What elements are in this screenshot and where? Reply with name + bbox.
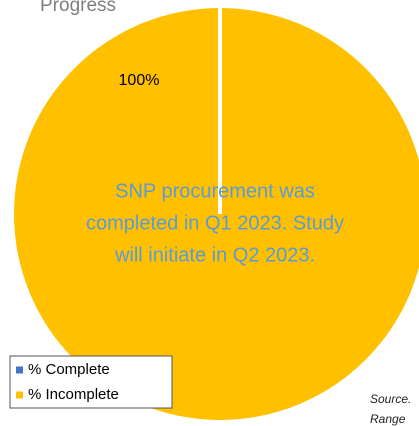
annotation-line: will initiate in Q2 2023.	[114, 244, 315, 266]
pie-slice	[14, 8, 419, 420]
data-label: 100%	[119, 72, 160, 89]
legend-label: % Incomplete	[28, 386, 119, 403]
annotation-line: SNP procurement was	[115, 180, 315, 202]
source-line: Source.	[370, 392, 411, 406]
legend-box	[9, 355, 173, 409]
annotation: SNP procurement was completed in Q1 2023.…	[86, 180, 344, 266]
chart-title: Progress	[40, 0, 116, 16]
source-line: Range	[370, 412, 406, 426]
legend: % Complete % Incomplete	[9, 355, 173, 409]
source: Source. Range	[370, 392, 411, 426]
annotation-line: completed in Q1 2023. Study	[86, 212, 344, 234]
legend-swatch	[16, 391, 23, 399]
pie: 100%	[14, 8, 419, 420]
legend-swatch	[16, 366, 23, 374]
legend-label: % Complete	[28, 361, 110, 378]
